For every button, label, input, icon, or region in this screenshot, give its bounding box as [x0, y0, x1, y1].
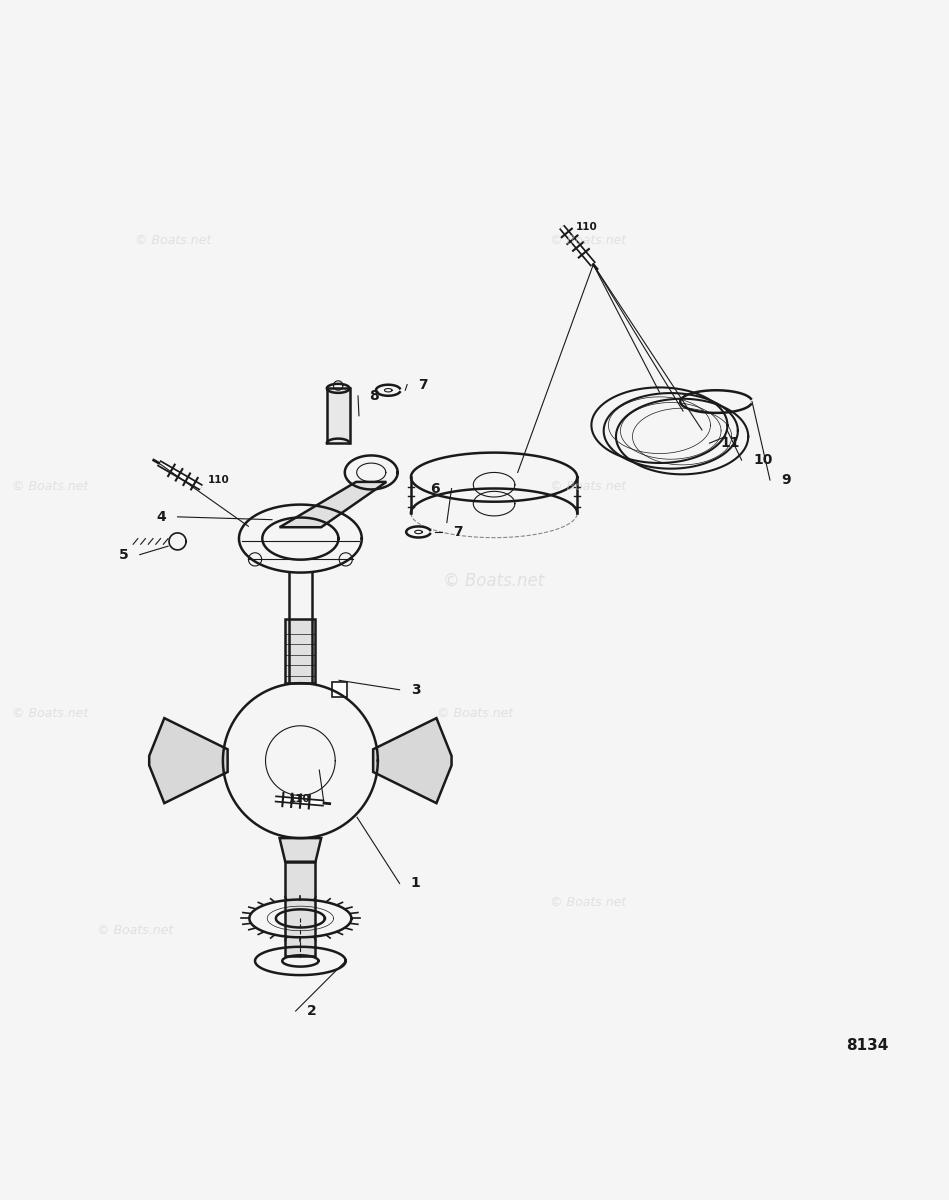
Text: 6: 6: [431, 481, 440, 496]
Text: 10: 10: [753, 454, 772, 467]
Bar: [286, 862, 315, 956]
Text: © Boats.net: © Boats.net: [437, 707, 513, 720]
Bar: [286, 619, 315, 683]
Text: 2: 2: [307, 1004, 317, 1018]
Text: 1: 1: [411, 876, 420, 890]
Polygon shape: [280, 838, 321, 862]
Bar: [331, 683, 346, 697]
Text: © Boats.net: © Boats.net: [550, 234, 626, 247]
Polygon shape: [373, 718, 452, 803]
Text: 11: 11: [721, 436, 740, 450]
Text: 110: 110: [208, 475, 230, 486]
Text: 9: 9: [781, 473, 791, 487]
Text: 110: 110: [289, 794, 311, 804]
Polygon shape: [280, 482, 386, 527]
Text: © Boats.net: © Boats.net: [11, 707, 88, 720]
Text: 7: 7: [454, 524, 463, 539]
Text: © Boats.net: © Boats.net: [550, 480, 626, 493]
Text: 4: 4: [157, 510, 166, 524]
Text: 7: 7: [419, 378, 428, 391]
Text: 8134: 8134: [847, 1038, 888, 1054]
Bar: [326, 389, 349, 443]
Text: 110: 110: [576, 222, 598, 232]
Text: 5: 5: [119, 547, 128, 562]
Text: © Boats.net: © Boats.net: [11, 480, 88, 493]
Text: 3: 3: [411, 683, 420, 697]
Polygon shape: [149, 718, 228, 803]
Text: © Boats.net: © Boats.net: [97, 924, 173, 937]
Text: © Boats.net: © Boats.net: [443, 572, 545, 590]
Text: © Boats.net: © Boats.net: [135, 234, 211, 247]
Text: © Boats.net: © Boats.net: [550, 896, 626, 908]
Text: 8: 8: [369, 389, 379, 403]
